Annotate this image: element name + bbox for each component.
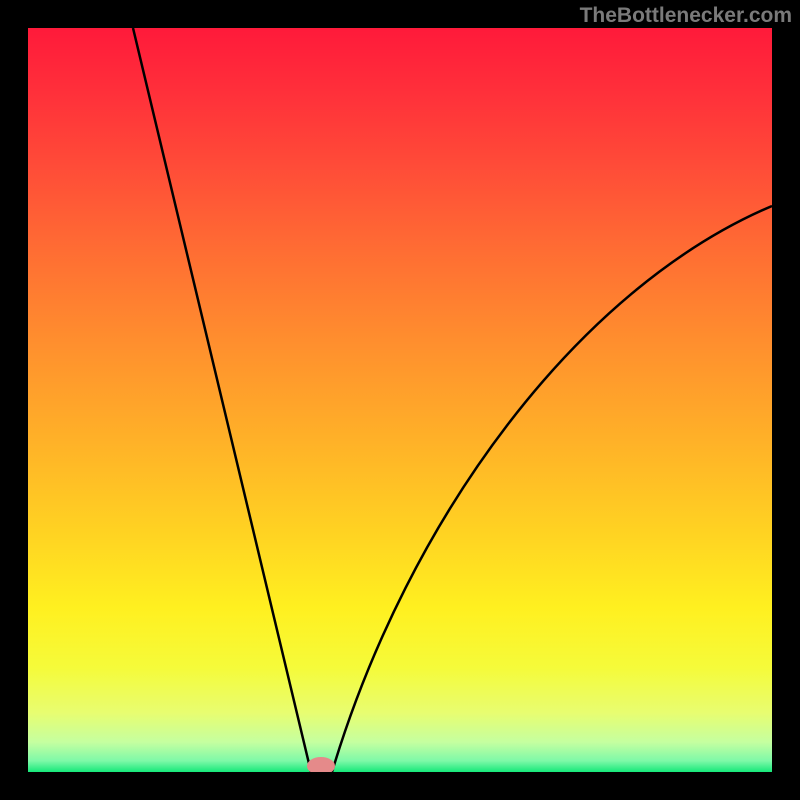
bottleneck-curve (133, 28, 772, 772)
watermark-text: TheBottlenecker.com (580, 4, 792, 28)
plot-area (28, 28, 772, 772)
optimal-point-marker (307, 757, 335, 772)
chart-container: TheBottlenecker.com (0, 0, 800, 800)
curve-layer (28, 28, 772, 772)
